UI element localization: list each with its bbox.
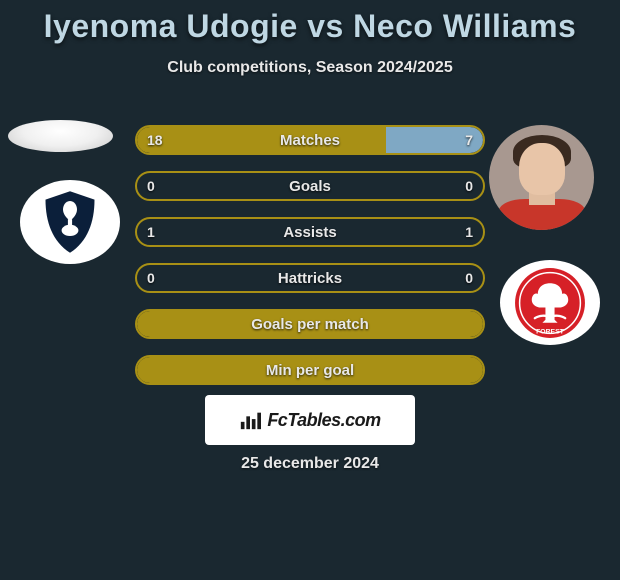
stat-label: Assists [137,219,483,245]
page-title: Iyenoma Udogie vs Neco Williams [0,0,620,45]
stat-row: 11Assists [135,217,485,247]
forest-crest-icon: FOREST [512,265,588,341]
bar-chart-icon [239,409,261,431]
tottenham-crest-icon [35,187,105,257]
stat-label: Min per goal [137,357,483,383]
stat-label: Goals per match [137,311,483,337]
stat-row: 187Matches [135,125,485,155]
stat-label: Goals [137,173,483,199]
footer-date: 25 december 2024 [0,455,620,473]
comparison-chart: 187Matches 00Goals 11Assists 00Hattricks Goa… [135,125,485,401]
stat-row: Min per goal [135,355,485,385]
svg-text:FOREST: FOREST [536,328,565,335]
stat-label: Matches [137,127,483,153]
stat-label: Hattricks [137,265,483,291]
stat-row: Goals per match [135,309,485,339]
brand-badge: FcTables.com [205,395,415,445]
stat-row: 00Hattricks [135,263,485,293]
page-subtitle: Club competitions, Season 2024/2025 [0,59,620,77]
player-right-photo [489,125,594,230]
club-crest-right: FOREST [500,260,600,345]
stat-row: 00Goals [135,171,485,201]
player-left-photo [8,120,113,152]
club-crest-left [20,180,120,264]
brand-text: FcTables.com [267,410,380,431]
